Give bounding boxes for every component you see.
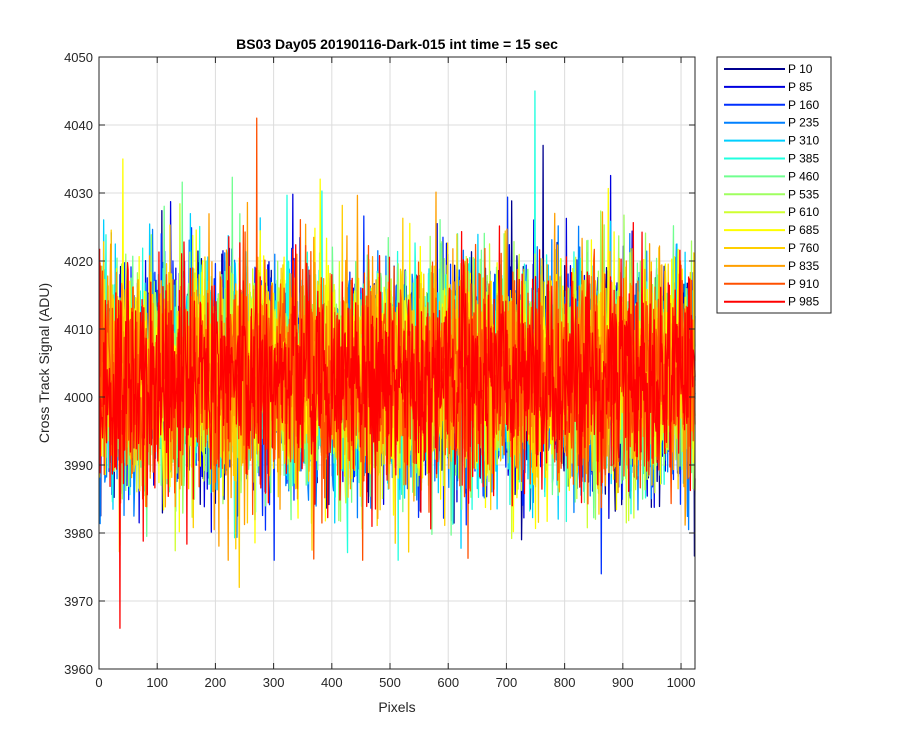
series-line-p-985 <box>98 221 696 629</box>
y-tick-label: 4020 <box>64 254 93 269</box>
x-tick-label: 1000 <box>667 675 696 690</box>
y-tick-label: 3980 <box>64 526 93 541</box>
series-lines <box>98 90 696 629</box>
legend-item: P 10 <box>724 62 813 76</box>
legend-item: P 535 <box>724 187 819 201</box>
legend-item: P 85 <box>724 80 813 94</box>
legend-label: P 685 <box>788 223 819 237</box>
y-tick-label: 4000 <box>64 390 93 405</box>
y-axis-label: Cross Track Signal (ADU) <box>36 283 52 443</box>
legend-item: P 160 <box>724 98 819 112</box>
legend-label: P 910 <box>788 277 819 291</box>
axis-ticks: 0 100 200 300 400 500 600 700 800 900 1000 3960 3970… <box>64 50 695 690</box>
legend-label: P 235 <box>788 116 819 130</box>
x-tick-label: 200 <box>205 675 227 690</box>
chart-title: BS03 Day05 20190116-Dark-015 int time = … <box>236 36 558 52</box>
legend-item: P 835 <box>724 259 819 273</box>
legend-label: P 310 <box>788 134 819 148</box>
legend-item: P 760 <box>724 241 819 255</box>
plot-area-frame <box>98 56 696 670</box>
legend-item: P 685 <box>724 223 819 237</box>
y-tick-label: 4030 <box>64 186 93 201</box>
legend-label: P 610 <box>788 205 819 219</box>
legend-item: P 910 <box>724 277 819 291</box>
x-tick-label: 0 <box>95 675 102 690</box>
legend-label: P 985 <box>788 295 819 309</box>
x-axis-label: Pixels <box>378 699 415 715</box>
legend-item: P 610 <box>724 205 819 219</box>
legend-label: P 535 <box>788 187 819 201</box>
x-tick-label: 300 <box>263 675 285 690</box>
x-tick-label: 600 <box>437 675 459 690</box>
legend-item: P 985 <box>724 295 819 309</box>
y-tick-label: 3960 <box>64 662 93 677</box>
y-tick-label: 3970 <box>64 594 93 609</box>
legend-label: P 160 <box>788 98 819 112</box>
legend-label: P 760 <box>788 241 819 255</box>
legend: P 10 P 85 P 160 P 235 P 310 P 385 P 460 P 535 P … <box>716 56 832 314</box>
legend-item: P 235 <box>724 116 819 130</box>
legend-label: P 835 <box>788 259 819 273</box>
x-tick-label: 800 <box>554 675 576 690</box>
legend-label: P 85 <box>788 80 813 94</box>
x-tick-label: 700 <box>496 675 518 690</box>
legend-item: P 460 <box>724 169 819 183</box>
x-tick-label: 900 <box>612 675 634 690</box>
x-tick-label: 400 <box>321 675 343 690</box>
y-tick-label: 4040 <box>64 118 93 133</box>
x-tick-label: 100 <box>146 675 168 690</box>
legend-item: P 385 <box>724 152 819 166</box>
legend-item: P 310 <box>724 134 819 148</box>
y-tick-label: 4050 <box>64 50 93 65</box>
series-line-p-910 <box>98 117 696 561</box>
legend-label: P 385 <box>788 152 819 166</box>
y-tick-label: 4010 <box>64 322 93 337</box>
legend-box <box>716 56 832 314</box>
legend-label: P 10 <box>788 62 813 76</box>
legend-label: P 460 <box>788 169 819 183</box>
x-tick-label: 500 <box>379 675 401 690</box>
y-tick-label: 3990 <box>64 458 93 473</box>
